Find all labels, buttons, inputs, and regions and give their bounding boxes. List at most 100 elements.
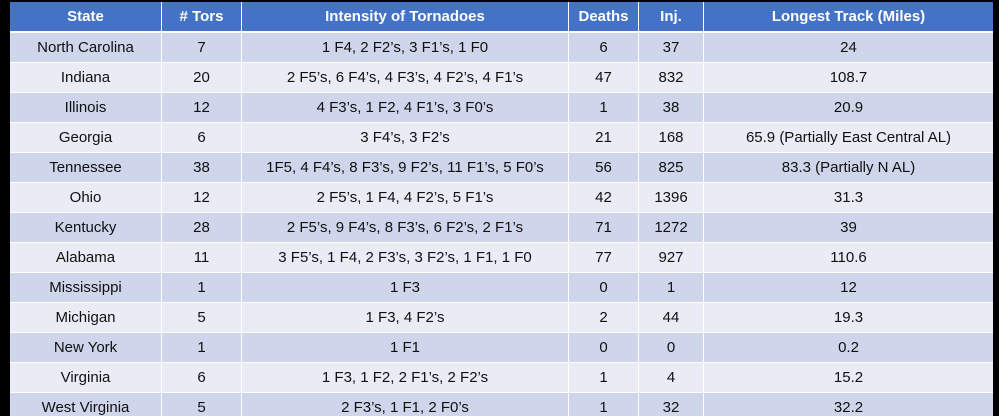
table-body: North Carolina 7 1 F4, 2 F2’s, 3 F1’s, 1 F… — [10, 33, 993, 416]
cell-tors: 1 — [162, 333, 242, 363]
cell-deaths: 1 — [569, 93, 639, 123]
cell-longest-track: 108.7 — [704, 63, 993, 93]
cell-tors: 7 — [162, 33, 242, 63]
table-row: North Carolina 7 1 F4, 2 F2’s, 3 F1’s, 1 F… — [10, 33, 993, 63]
header-injuries: Inj. — [639, 2, 704, 33]
cell-injuries: 168 — [639, 123, 704, 153]
cell-injuries: 38 — [639, 93, 704, 123]
table-row: Indiana 20 2 F5’s, 6 F4’s, 4 F3’s, 4 F2’s,… — [10, 63, 993, 93]
header-longest-track: Longest Track (Miles) — [704, 2, 993, 33]
cell-state: Georgia — [10, 123, 162, 153]
cell-longest-track: 19.3 — [704, 303, 993, 333]
cell-injuries: 927 — [639, 243, 704, 273]
table-row: Michigan 5 1 F3, 4 F2’s 2 44 19.3 — [10, 303, 993, 333]
cell-longest-track: 15.2 — [704, 363, 993, 393]
cell-longest-track: 83.3 (Partially N AL) — [704, 153, 993, 183]
cell-intensity: 2 F5’s, 6 F4’s, 4 F3’s, 4 F2’s, 4 F1’s — [242, 63, 569, 93]
table-row: Alabama 11 3 F5’s, 1 F4, 2 F3’s, 3 F2’s, 1… — [10, 243, 993, 273]
header-tors: # Tors — [162, 2, 242, 33]
cell-longest-track: 32.2 — [704, 393, 993, 416]
cell-intensity: 3 F4’s, 3 F2’s — [242, 123, 569, 153]
cell-deaths: 1 — [569, 393, 639, 416]
cell-state: Michigan — [10, 303, 162, 333]
cell-intensity: 2 F5’s, 9 F4’s, 8 F3’s, 6 F2’s, 2 F1’s — [242, 213, 569, 243]
cell-intensity: 2 F5’s, 1 F4, 4 F2’s, 5 F1’s — [242, 183, 569, 213]
cell-injuries: 37 — [639, 33, 704, 63]
cell-injuries: 1 — [639, 273, 704, 303]
cell-state: North Carolina — [10, 33, 162, 63]
table-row: Illinois 12 4 F3’s, 1 F2, 4 F1’s, 3 F0’s 1 3… — [10, 93, 993, 123]
table-row: Kentucky 28 2 F5’s, 9 F4’s, 8 F3’s, 6 F2’s… — [10, 213, 993, 243]
cell-longest-track: 39 — [704, 213, 993, 243]
cell-tors: 1 — [162, 273, 242, 303]
cell-intensity: 1 F3, 4 F2’s — [242, 303, 569, 333]
cell-intensity: 1 F3 — [242, 273, 569, 303]
cell-deaths: 56 — [569, 153, 639, 183]
cell-state: Kentucky — [10, 213, 162, 243]
cell-tors: 12 — [162, 93, 242, 123]
cell-deaths: 2 — [569, 303, 639, 333]
header-intensity: Intensity of Tornadoes — [242, 2, 569, 33]
table-row: Ohio 12 2 F5’s, 1 F4, 4 F2’s, 5 F1’s 42 1396… — [10, 183, 993, 213]
cell-deaths: 42 — [569, 183, 639, 213]
cell-longest-track: 0.2 — [704, 333, 993, 363]
table-row: Mississippi 1 1 F3 0 1 12 — [10, 273, 993, 303]
cell-intensity: 1F5, 4 F4’s, 8 F3’s, 9 F2’s, 11 F1’s, 5 … — [242, 153, 569, 183]
cell-injuries: 32 — [639, 393, 704, 416]
cell-tors: 6 — [162, 363, 242, 393]
cell-deaths: 21 — [569, 123, 639, 153]
cell-state: Indiana — [10, 63, 162, 93]
cell-longest-track: 20.9 — [704, 93, 993, 123]
cell-tors: 28 — [162, 213, 242, 243]
cell-state: New York — [10, 333, 162, 363]
cell-longest-track: 65.9 (Partially East Central AL) — [704, 123, 993, 153]
cell-injuries: 825 — [639, 153, 704, 183]
cell-injuries: 0 — [639, 333, 704, 363]
cell-tors: 38 — [162, 153, 242, 183]
cell-tors: 5 — [162, 303, 242, 333]
header-state: State — [10, 2, 162, 33]
cell-deaths: 6 — [569, 33, 639, 63]
table-row: West Virginia 5 2 F3’s, 1 F1, 2 F0’s 1 32 32.… — [10, 393, 993, 416]
cell-intensity: 1 F3, 1 F2, 2 F1’s, 2 F2’s — [242, 363, 569, 393]
cell-intensity: 4 F3’s, 1 F2, 4 F1’s, 3 F0’s — [242, 93, 569, 123]
cell-state: Virginia — [10, 363, 162, 393]
tornado-table: State # Tors Intensity of Tornadoes Deat… — [10, 2, 993, 416]
cell-state: Alabama — [10, 243, 162, 273]
cell-intensity: 1 F1 — [242, 333, 569, 363]
cell-state: Tennessee — [10, 153, 162, 183]
cell-tors: 6 — [162, 123, 242, 153]
header-row: State # Tors Intensity of Tornadoes Deat… — [10, 2, 993, 33]
table-row: Virginia 6 1 F3, 1 F2, 2 F1’s, 2 F2’s 1 4 15.… — [10, 363, 993, 393]
cell-injuries: 832 — [639, 63, 704, 93]
cell-deaths: 1 — [569, 363, 639, 393]
cell-injuries: 4 — [639, 363, 704, 393]
cell-tors: 12 — [162, 183, 242, 213]
cell-longest-track: 31.3 — [704, 183, 993, 213]
cell-injuries: 44 — [639, 303, 704, 333]
cell-deaths: 77 — [569, 243, 639, 273]
cell-tors: 20 — [162, 63, 242, 93]
header-deaths: Deaths — [569, 2, 639, 33]
cell-longest-track: 12 — [704, 273, 993, 303]
cell-intensity: 1 F4, 2 F2’s, 3 F1’s, 1 F0 — [242, 33, 569, 63]
table-row: Georgia 6 3 F4’s, 3 F2’s 21 168 65.9 (Partial… — [10, 123, 993, 153]
cell-state: West Virginia — [10, 393, 162, 416]
cell-injuries: 1396 — [639, 183, 704, 213]
cell-tors: 11 — [162, 243, 242, 273]
cell-deaths: 0 — [569, 333, 639, 363]
cell-deaths: 71 — [569, 213, 639, 243]
table-row: New York 1 1 F1 0 0 0.2 — [10, 333, 993, 363]
cell-state: Illinois — [10, 93, 162, 123]
cell-state: Ohio — [10, 183, 162, 213]
cell-state: Mississippi — [10, 273, 162, 303]
cell-tors: 5 — [162, 393, 242, 416]
cell-injuries: 1272 — [639, 213, 704, 243]
cell-longest-track: 24 — [704, 33, 993, 63]
cell-deaths: 47 — [569, 63, 639, 93]
cell-intensity: 3 F5’s, 1 F4, 2 F3’s, 3 F2’s, 1 F1, 1 F0 — [242, 243, 569, 273]
cell-deaths: 0 — [569, 273, 639, 303]
cell-intensity: 2 F3’s, 1 F1, 2 F0’s — [242, 393, 569, 416]
cell-longest-track: 110.6 — [704, 243, 993, 273]
